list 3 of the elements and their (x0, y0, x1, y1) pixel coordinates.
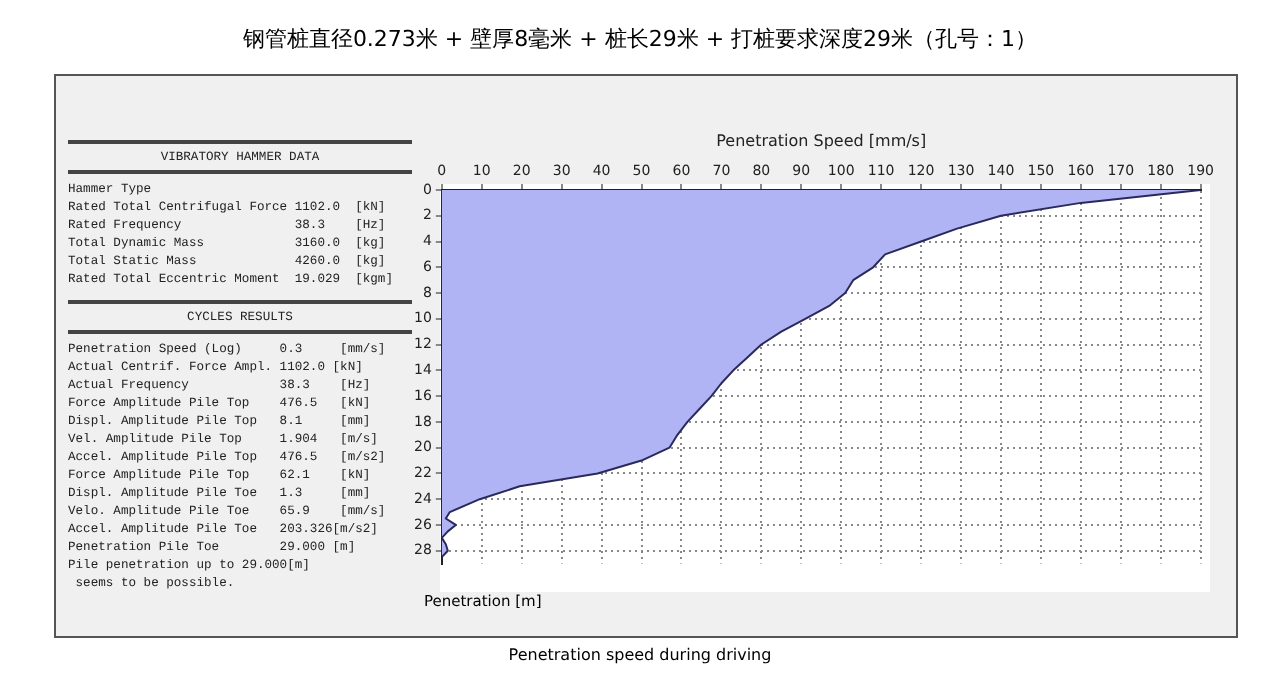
text: Penetration speed during driving (506, 646, 774, 664)
chart-title: 钢管桩直径0.273米 + 壁厚8毫米 + 桩长29米 + 打桩要求深度29米（孔号：1） (240, 24, 1040, 54)
x-axis-title: Penetration Speed [mm/s] (716, 131, 927, 150)
